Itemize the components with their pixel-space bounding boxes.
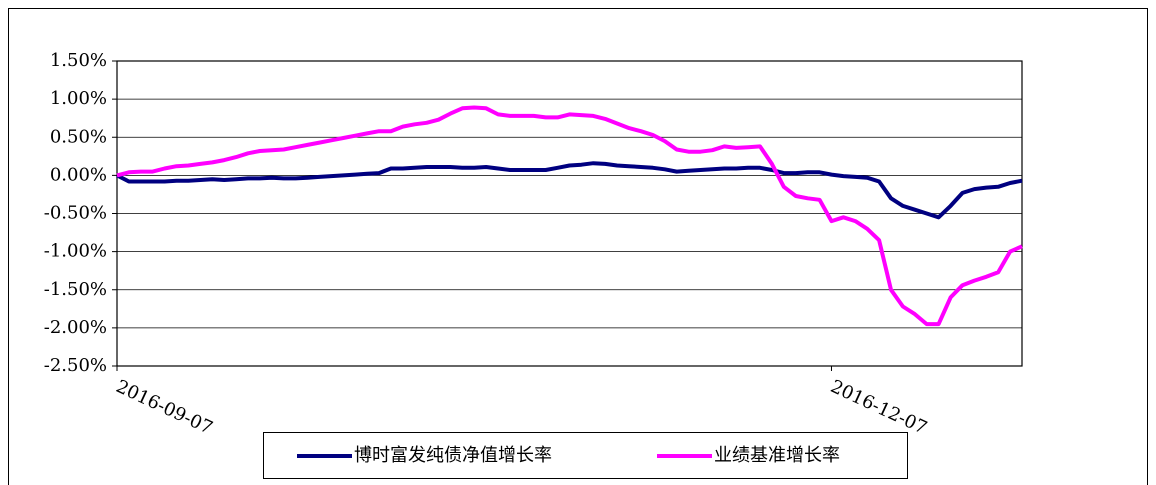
legend-label: 业绩基准增长率 [714, 445, 840, 466]
y-tick-label: -1.50% [44, 279, 107, 300]
series-line [116, 105, 1023, 327]
series-line [116, 161, 1023, 220]
y-tick-label: 0.50% [50, 126, 107, 147]
y-tick-label: -0.50% [44, 203, 107, 224]
legend-box [263, 432, 908, 479]
y-tick-label: -2.00% [44, 317, 107, 338]
y-tick-label: 0.00% [50, 164, 107, 185]
y-tick-label: -2.50% [44, 355, 107, 376]
y-tick-label: -1.00% [44, 241, 107, 262]
plot-area [116, 60, 1023, 367]
x-tick-label: 2016-12-07 [827, 376, 930, 439]
chart-border [8, 8, 1148, 485]
y-tick-label: 1.00% [50, 88, 107, 109]
x-tick-label: 2016-09-07 [113, 376, 216, 439]
y-tick-label: 1.50% [50, 50, 107, 71]
legend-label: 博时富发纯债净值增长率 [354, 445, 552, 466]
